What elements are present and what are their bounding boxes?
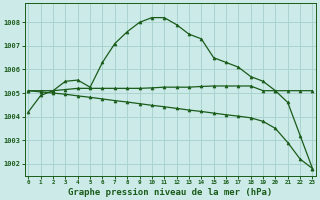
X-axis label: Graphe pression niveau de la mer (hPa): Graphe pression niveau de la mer (hPa): [68, 188, 273, 197]
